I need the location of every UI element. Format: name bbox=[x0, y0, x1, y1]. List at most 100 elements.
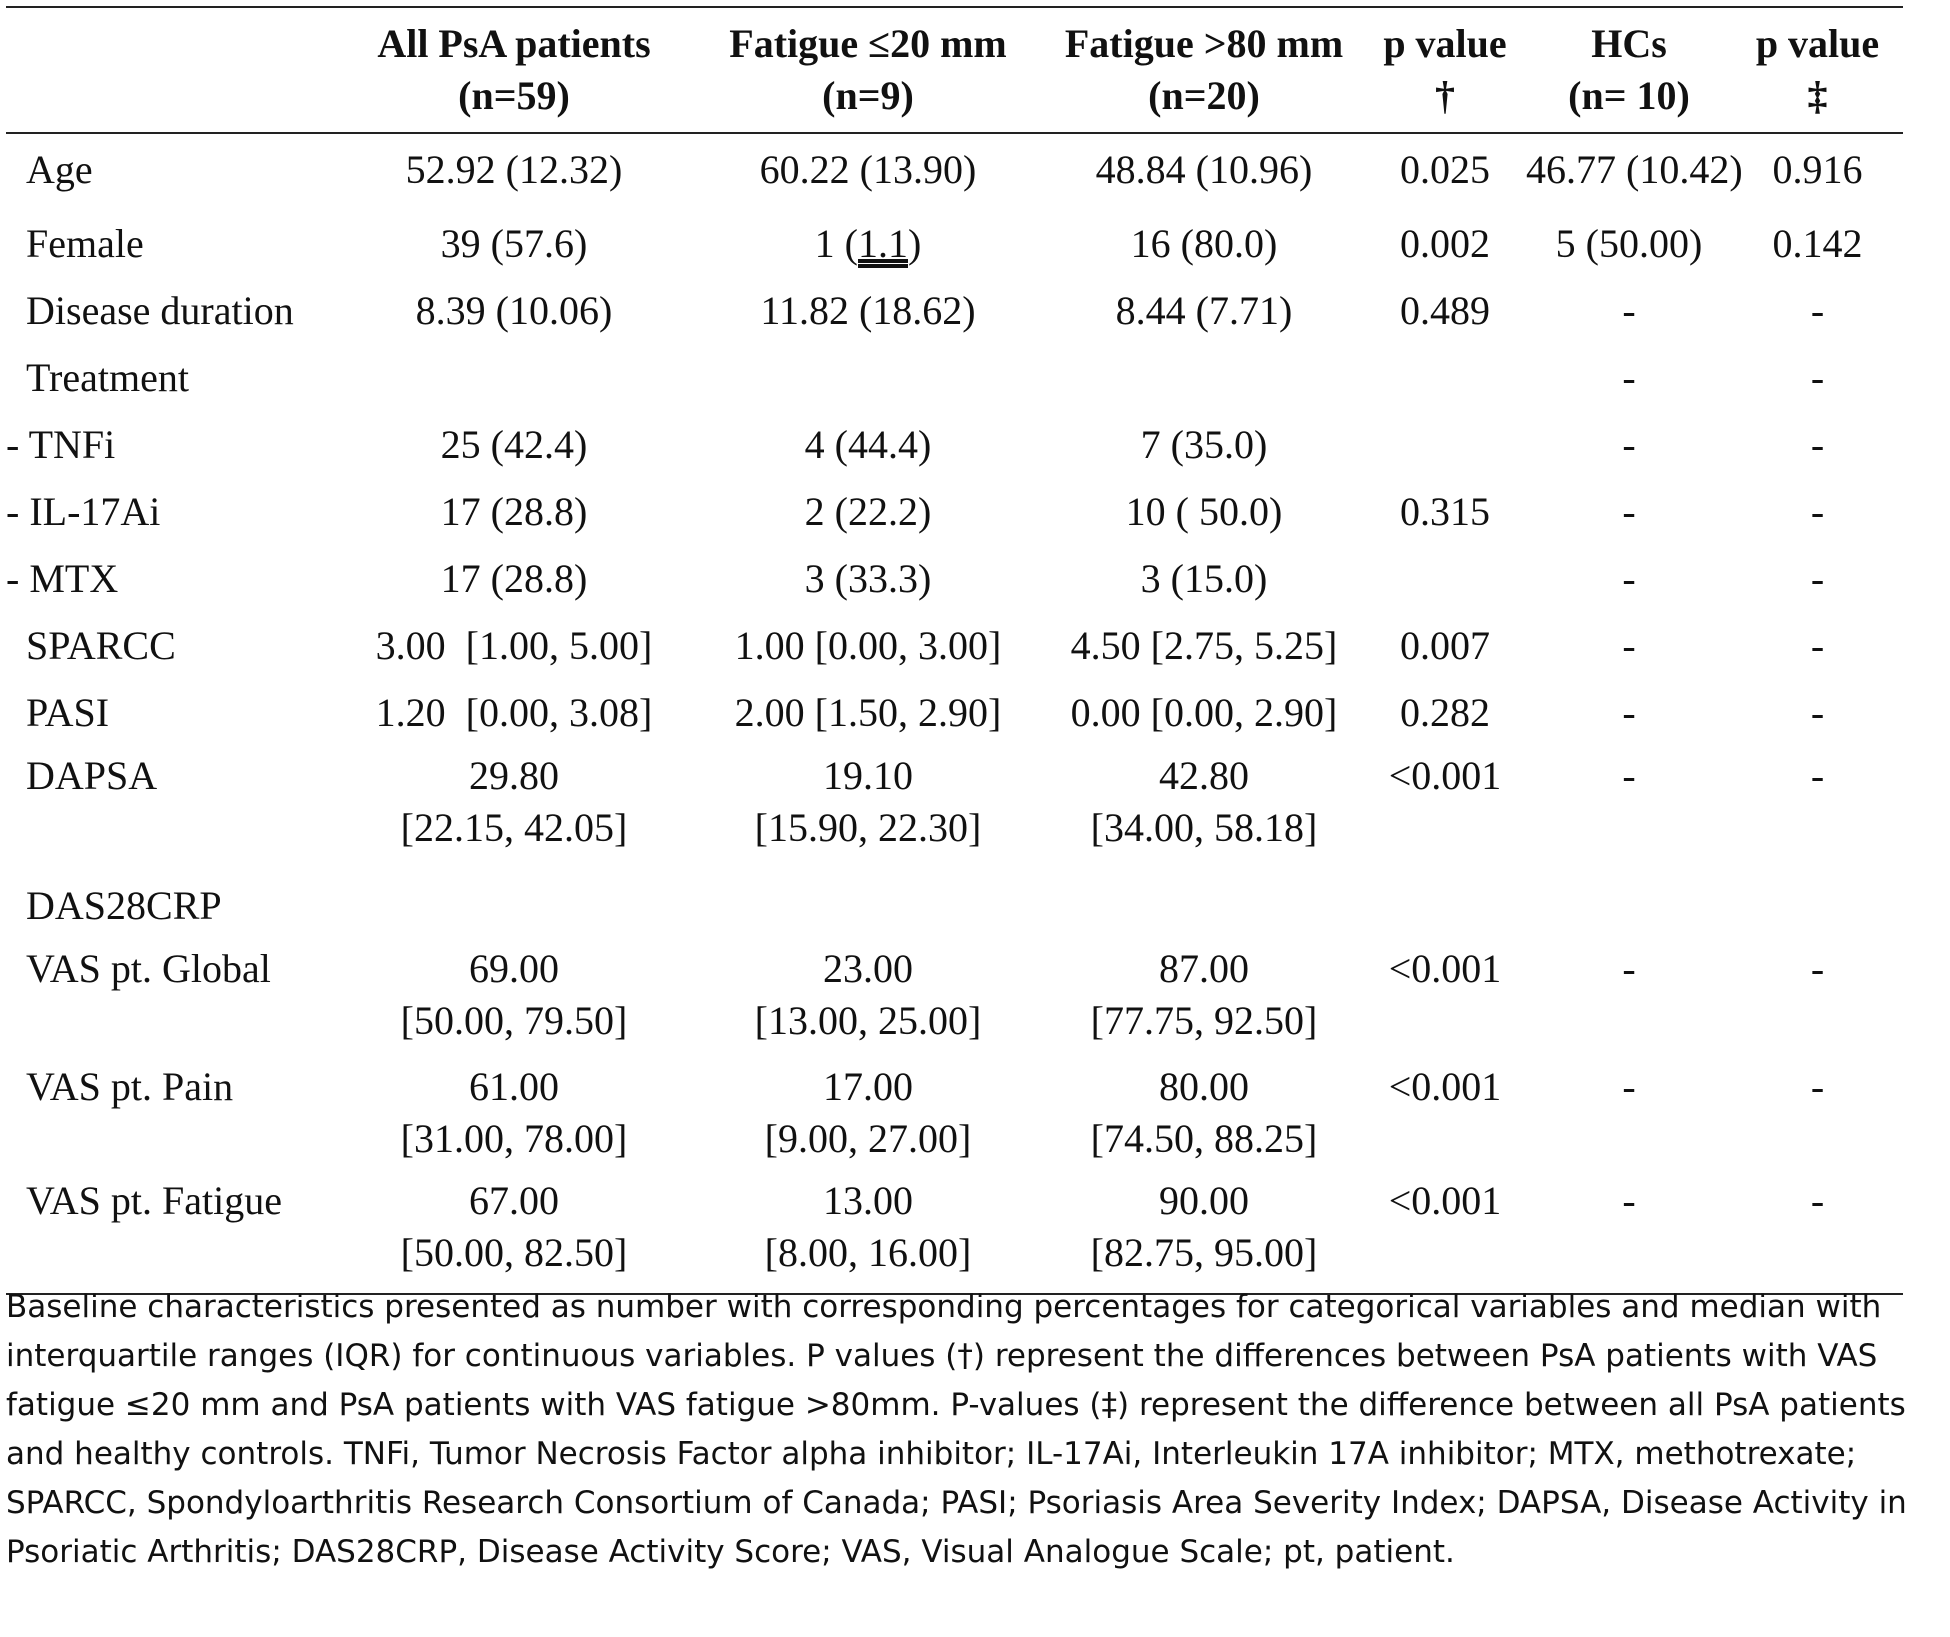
row-label: DAS28CRP bbox=[26, 883, 222, 928]
cell-le20: 2.00 [1.50, 2.90] bbox=[734, 690, 1002, 735]
table-row-il17ai: - IL-17Ai 17 (28.8) 2 (22.2) 10 ( 50.0) … bbox=[6, 478, 1903, 545]
cell-all: 17 (28.8) bbox=[440, 556, 588, 601]
cell-hcs: - bbox=[1622, 422, 1636, 467]
header-fatigue-gt80: Fatigue >80 mm (n=20) bbox=[1044, 6, 1364, 134]
cell-gt80: 7 (35.0) bbox=[1140, 422, 1268, 467]
cell-le20: 19.10 [15.90, 22.30] bbox=[692, 746, 1044, 872]
table-row-vas-global: VAS pt. Global 69.00 [50.00, 79.50] 23.00… bbox=[6, 939, 1903, 1057]
cell-all-median: 61.00 bbox=[469, 1064, 559, 1109]
cell-gt80: 10 ( 50.0) bbox=[1125, 489, 1283, 534]
cell-p1 bbox=[1364, 344, 1526, 411]
cell-hcs: - bbox=[1622, 946, 1636, 991]
cell-all-median: 29.80 bbox=[469, 753, 559, 798]
cell-le20-median: 23.00 bbox=[823, 946, 913, 991]
cell-gt80-median: 80.00 bbox=[1159, 1064, 1249, 1109]
cell-gt80 bbox=[1044, 344, 1364, 411]
header-fatigue-le20-line2: (n=9) bbox=[822, 73, 914, 118]
cell-p1 bbox=[1364, 545, 1526, 612]
row-label: VAS pt. Global bbox=[26, 946, 271, 991]
cell-p2: - bbox=[1810, 422, 1825, 467]
cell-all: 8.39 (10.06) bbox=[415, 288, 613, 333]
row-label: - IL-17Ai bbox=[6, 489, 161, 534]
cell-hcs: - bbox=[1526, 1175, 1732, 1295]
cell-le20: 1 (1.1) bbox=[692, 210, 1044, 277]
header-p-value-dagger: p value † bbox=[1364, 6, 1526, 134]
header-hcs-line1: HCs bbox=[1591, 21, 1667, 66]
cell-p2: - bbox=[1810, 489, 1825, 534]
cell-gt80: 80.00 [74.50, 88.25] bbox=[1044, 1057, 1364, 1175]
cell-all-iqr: [31.00, 78.00] bbox=[400, 1116, 628, 1161]
cell-gt80: 42.80 [34.00, 58.18] bbox=[1044, 746, 1364, 872]
cell-p2 bbox=[1732, 872, 1903, 939]
cell-le20-median: 13.00 bbox=[823, 1178, 913, 1223]
cell-hcs: - bbox=[1622, 556, 1636, 601]
header-p-value-ddagger-line1: p value bbox=[1755, 21, 1880, 66]
cell-p2: - bbox=[1810, 753, 1825, 798]
header-all-psa-line2: (n=59) bbox=[458, 73, 570, 118]
table-row-das28crp: DAS28CRP bbox=[6, 872, 1903, 939]
header-fatigue-le20-line1: Fatigue ≤20 mm bbox=[729, 21, 1007, 66]
cell-all bbox=[336, 344, 692, 411]
row-label: SPARCC bbox=[26, 623, 176, 668]
cell-all: 67.00 [50.00, 82.50] bbox=[336, 1175, 692, 1295]
cell-le20: 11.82 (18.62) bbox=[760, 288, 976, 333]
cell-p1: <0.001 bbox=[1388, 1064, 1502, 1109]
cell-gt80-median: 42.80 bbox=[1159, 753, 1249, 798]
table-row-mtx: - MTX 17 (28.8) 3 (33.3) 3 (15.0) - - bbox=[6, 545, 1903, 612]
cell-p1: 0.489 bbox=[1400, 288, 1490, 333]
cell-p2: - bbox=[1810, 556, 1825, 601]
header-blank bbox=[6, 6, 336, 134]
header-hcs-line2: (n= 10) bbox=[1568, 73, 1690, 118]
cell-all: 61.00 [31.00, 78.00] bbox=[336, 1057, 692, 1175]
cell-all-median: 67.00 bbox=[469, 1178, 559, 1223]
cell-hcs: - bbox=[1622, 489, 1636, 534]
cell-le20-iqr: [15.90, 22.30] bbox=[754, 805, 982, 850]
row-label: VAS pt. Pain bbox=[26, 1064, 234, 1109]
cell-hcs: - bbox=[1622, 355, 1636, 400]
cell-p1: 0.002 bbox=[1400, 221, 1490, 266]
cell-le20: 1.00 [0.00, 3.00] bbox=[734, 623, 1002, 668]
cell-hcs: 46.77 (10.42) bbox=[1526, 147, 1743, 192]
cell-hcs: - bbox=[1622, 690, 1636, 735]
header-row: All PsA patients (n=59) Fatigue ≤20 mm (n=… bbox=[6, 6, 1903, 134]
table-row-disease-duration: Disease duration 8.39 (10.06) 11.82 (18.… bbox=[6, 277, 1903, 344]
row-label: DAPSA bbox=[26, 753, 158, 798]
cell-le20-iqr: [13.00, 25.00] bbox=[754, 998, 982, 1043]
cell-p1: 0.025 bbox=[1400, 147, 1490, 192]
cell-p2: - bbox=[1810, 946, 1825, 991]
cell-p1: 0.007 bbox=[1400, 623, 1490, 668]
header-all-psa-line1: All PsA patients bbox=[377, 21, 651, 66]
header-hcs: HCs (n= 10) bbox=[1526, 6, 1732, 134]
table-row-age: Age 52.92 (12.32) 60.22 (13.90) 48.84 (1… bbox=[6, 133, 1903, 210]
cell-hcs: - bbox=[1622, 1064, 1636, 1109]
header-p-value-ddagger: p value ‡ bbox=[1732, 6, 1903, 134]
table-row-sparcc: SPARCC 3.00 [1.00, 5.00] 1.00 [0.00, 3.0… bbox=[6, 612, 1903, 679]
cell-gt80 bbox=[1044, 872, 1364, 939]
row-label: PASI bbox=[26, 690, 110, 735]
cell-all: 1.20 [0.00, 3.08] bbox=[375, 690, 653, 735]
row-label: - MTX bbox=[6, 556, 119, 601]
header-p-value-dagger-line1: p value bbox=[1383, 21, 1507, 66]
cell-hcs: - bbox=[1622, 753, 1636, 798]
cell-le20-prefix: 1 ( bbox=[814, 221, 858, 266]
cell-le20-iqr: [9.00, 27.00] bbox=[764, 1116, 972, 1161]
row-label: Treatment bbox=[26, 355, 189, 400]
cell-gt80-median: 87.00 bbox=[1159, 946, 1249, 991]
table-row-treatment: Treatment - - bbox=[6, 344, 1903, 411]
cell-all bbox=[336, 872, 692, 939]
row-label: Disease duration bbox=[26, 288, 294, 333]
cell-hcs: - bbox=[1622, 623, 1636, 668]
cell-p2: - bbox=[1732, 1175, 1903, 1295]
cell-hcs: - bbox=[1622, 288, 1636, 333]
row-label: - TNFi bbox=[6, 422, 116, 467]
cell-le20-underlined: 1.1 bbox=[858, 221, 908, 266]
header-fatigue-gt80-line1: Fatigue >80 mm bbox=[1064, 21, 1344, 66]
cell-gt80-iqr: [82.75, 95.00] bbox=[1090, 1230, 1318, 1275]
cell-p1 bbox=[1364, 411, 1526, 478]
cell-all: 29.80 [22.15, 42.05] bbox=[336, 746, 692, 872]
cell-p1: 0.282 bbox=[1400, 690, 1490, 735]
cell-hcs bbox=[1526, 872, 1732, 939]
cell-le20: 3 (33.3) bbox=[804, 556, 932, 601]
cell-gt80: 0.00 [0.00, 2.90] bbox=[1070, 690, 1338, 735]
cell-le20-median: 19.10 bbox=[823, 753, 913, 798]
